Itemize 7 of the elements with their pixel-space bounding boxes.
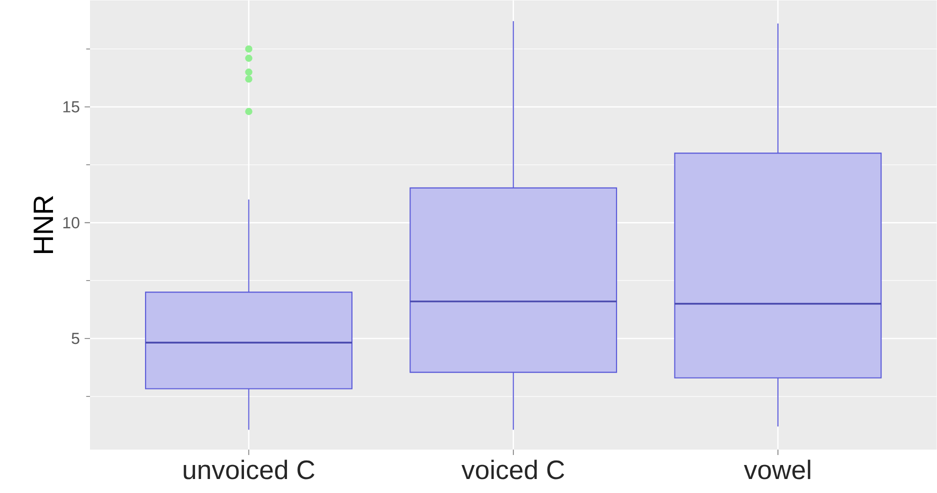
x-tick-label: voiced C (462, 460, 564, 480)
y-tick-label: 5 (72, 332, 80, 344)
y-tick-label: 15 (63, 101, 80, 112)
x-tick-label: vowel (744, 460, 810, 480)
x-tick-label: unvoiced C (184, 460, 314, 480)
y-axis-title: HNR (34, 196, 54, 254)
y-tick-label: 10 (63, 217, 80, 228)
